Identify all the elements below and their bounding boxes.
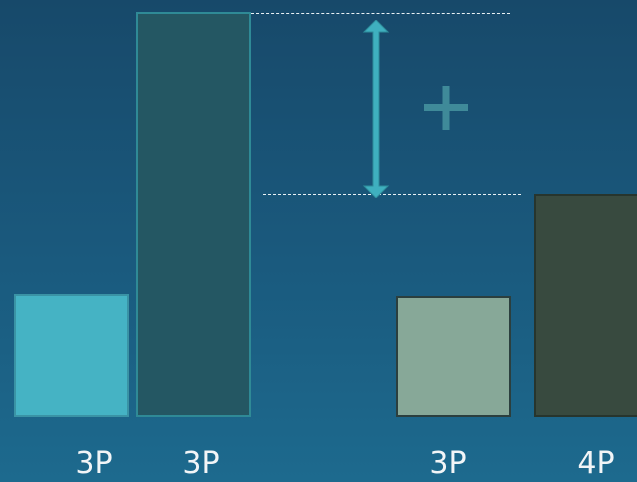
x-label-1: 3P (75, 446, 113, 481)
x-label-4: 4P (577, 446, 615, 481)
guide-line-bottom (263, 194, 521, 195)
x-label-3: 3P (429, 446, 467, 481)
bar-2 (136, 12, 251, 417)
plus-icon (424, 86, 468, 130)
guide-line-top (251, 13, 510, 14)
bar-1 (14, 294, 129, 417)
bar-3 (396, 296, 511, 417)
x-label-2: 3P (182, 446, 220, 481)
double-arrow-icon (362, 20, 390, 198)
bar-4 (534, 194, 637, 417)
